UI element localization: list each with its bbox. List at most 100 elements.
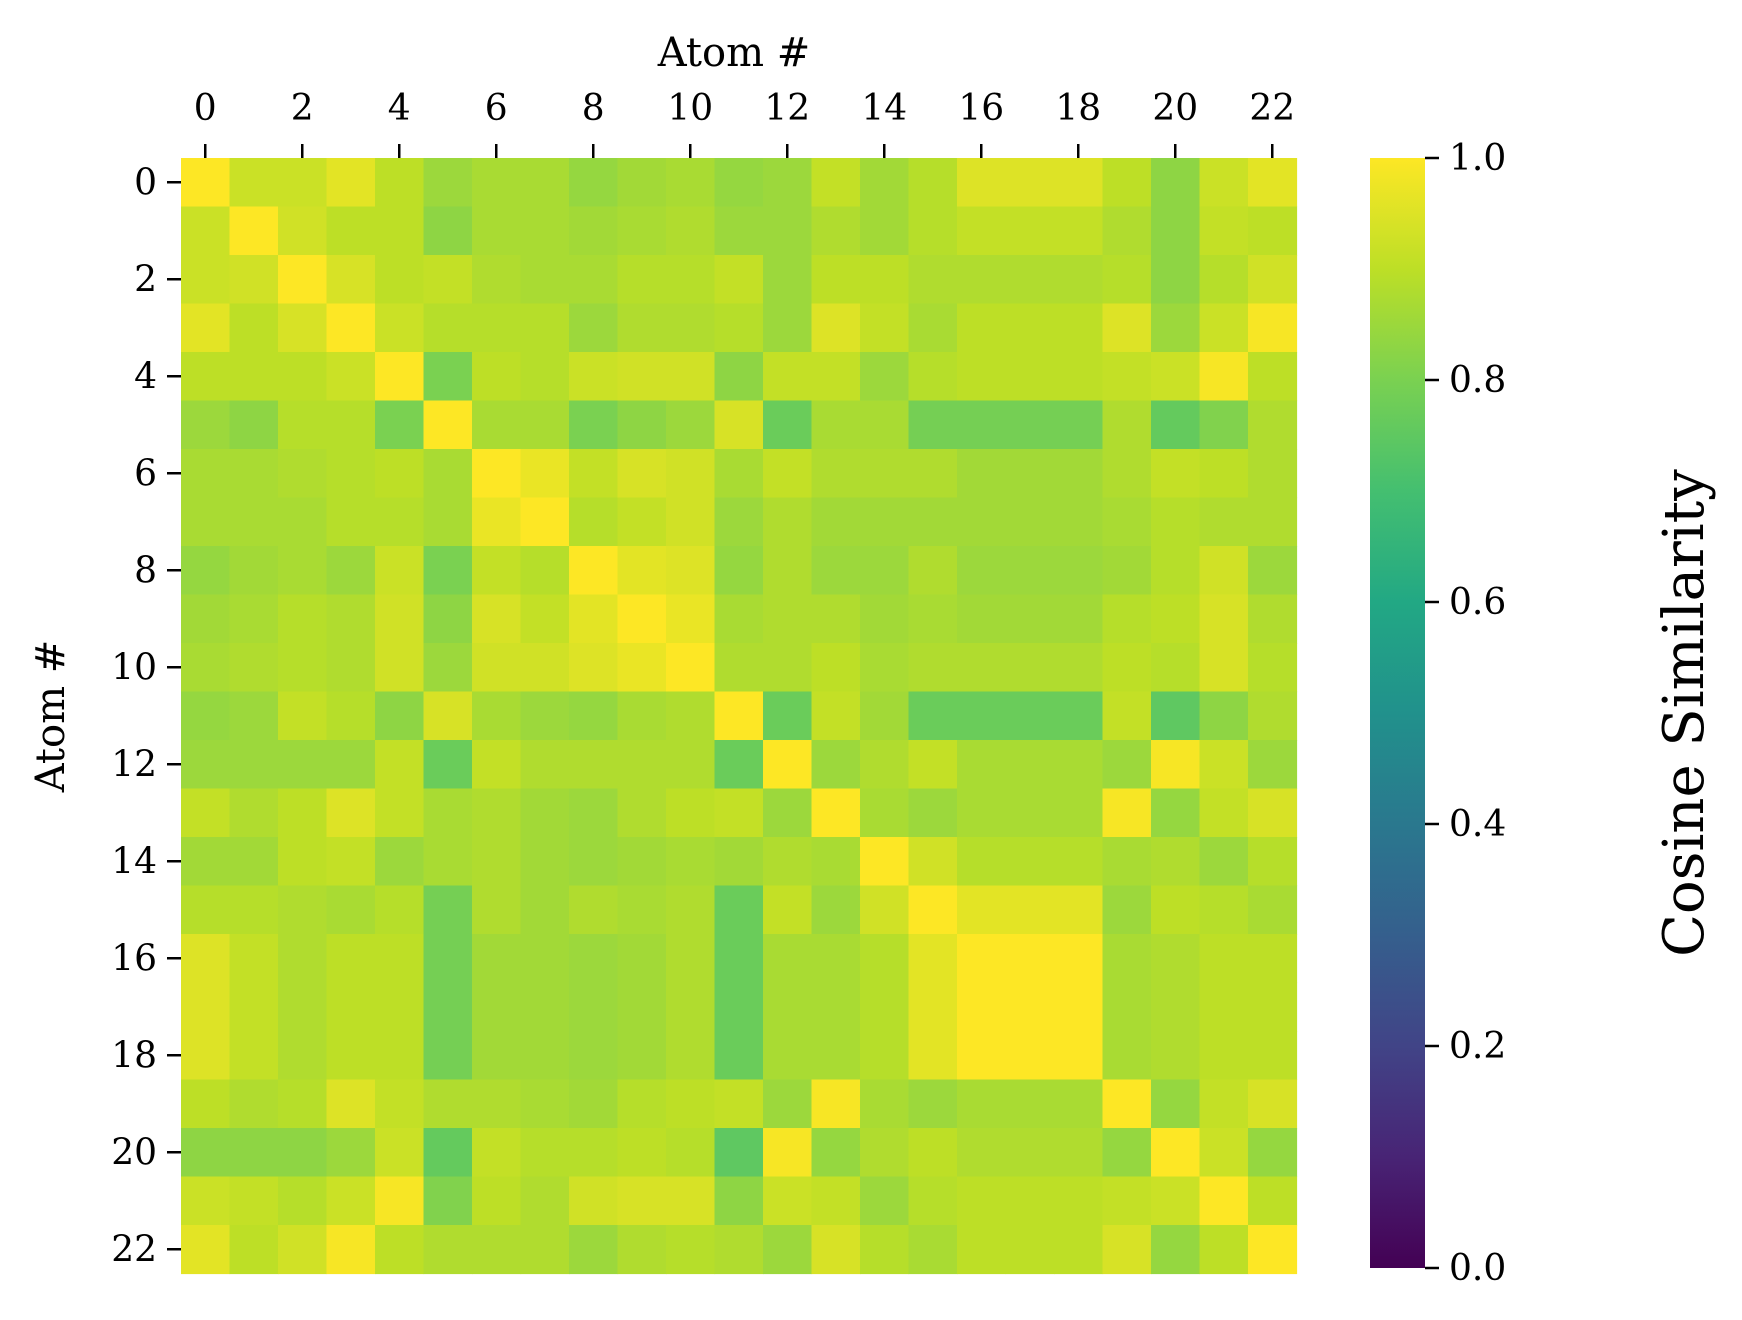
heatmap-cell [811,1079,861,1129]
heatmap-cell [278,885,328,935]
heatmap-cell [375,594,425,644]
heatmap-cell [181,594,231,644]
heatmap-cell [957,740,1007,790]
heatmap-cell [1151,546,1201,596]
heatmap-cell [520,643,570,693]
heatmap-cell [957,206,1007,256]
heatmap-cell [423,740,473,790]
heatmap-cell [1054,1176,1104,1226]
heatmap-cell [520,1225,570,1275]
heatmap-cell [423,206,473,256]
heatmap-cell [1054,837,1104,887]
heatmap-cell [423,352,473,402]
heatmap-cell [811,352,861,402]
heatmap-cell [811,449,861,499]
heatmap-cell [957,982,1007,1032]
heatmap-cell [1054,1031,1104,1081]
heatmap-cell [520,400,570,450]
heatmap-cell [181,206,231,256]
heatmap-cell [1005,1128,1055,1178]
heatmap-cell [1151,1225,1201,1275]
heatmap-cell [957,1225,1007,1275]
heatmap-cell [1102,158,1152,208]
heatmap-cell [472,837,522,887]
heatmap-cell [520,1128,570,1178]
heatmap-cell [908,1128,958,1178]
heatmap-cell [472,643,522,693]
heatmap-cell [423,546,473,596]
x-tick-label: 0 [194,88,217,129]
heatmap-cell [229,1031,279,1081]
heatmap-cell [375,158,425,208]
heatmap-cell [326,740,376,790]
heatmap-cell [520,352,570,402]
heatmap-cell [957,643,1007,693]
y-tick-label: 18 [111,1035,157,1076]
heatmap-cell [666,1225,716,1275]
heatmap-cell [811,546,861,596]
heatmap-cell [666,1079,716,1129]
heatmap-cell [181,1079,231,1129]
y-tick-label: 20 [111,1132,157,1173]
heatmap-cell [714,1176,764,1226]
heatmap-cell [181,934,231,984]
heatmap-cell [811,1225,861,1275]
heatmap-cell [908,255,958,305]
heatmap-cell [520,1176,570,1226]
heatmap-cell [1102,352,1152,402]
heatmap-cell [714,1079,764,1129]
heatmap-cell [569,1128,619,1178]
heatmap-cell [375,1079,425,1129]
heatmap-cell [1199,1079,1249,1129]
heatmap-cell [472,352,522,402]
heatmap-cell [617,740,667,790]
heatmap-cell [520,885,570,935]
heatmap-cell [326,1128,376,1178]
heatmap-cell [860,546,910,596]
heatmap-cell [957,449,1007,499]
heatmap-cell [666,546,716,596]
heatmap-cell [375,352,425,402]
x-tick-label: 16 [958,88,1004,129]
y-tick-label: 0 [134,162,157,203]
heatmap-cell [1151,449,1201,499]
y-tick-label: 2 [134,259,157,300]
heatmap-cell [229,449,279,499]
heatmap-cell [278,788,328,838]
heatmap-cell [860,303,910,353]
heatmap-cell [1054,691,1104,741]
heatmap-cell [181,643,231,693]
heatmap-cell [666,643,716,693]
heatmap-cell [520,303,570,353]
heatmap-cell [811,1176,861,1226]
heatmap-cell [229,1128,279,1178]
heatmap-cell [326,594,376,644]
heatmap-cell [326,546,376,596]
heatmap-cell [763,497,813,547]
heatmap-cell [666,1031,716,1081]
heatmap-cell [1054,885,1104,935]
heatmap-cell [181,158,231,208]
heatmap-cell [1005,982,1055,1032]
heatmap-cell [811,934,861,984]
heatmap-cell [1005,934,1055,984]
heatmap-cell [617,691,667,741]
heatmap-cell [1005,1176,1055,1226]
heatmap-cell [714,1225,764,1275]
heatmap-cell [1151,352,1201,402]
heatmap-cell [714,740,764,790]
heatmap-cell [763,400,813,450]
heatmap-cell [229,1079,279,1129]
heatmap-cell [763,1176,813,1226]
heatmap-cell [811,837,861,887]
heatmap-cell [860,691,910,741]
heatmap-cell [811,158,861,208]
heatmap-cell [908,740,958,790]
heatmap-cell [423,885,473,935]
heatmap-cell [229,352,279,402]
heatmap-cell [1199,1225,1249,1275]
heatmap-cell [1054,788,1104,838]
heatmap-cell [1151,1031,1201,1081]
heatmap-cell [1054,594,1104,644]
